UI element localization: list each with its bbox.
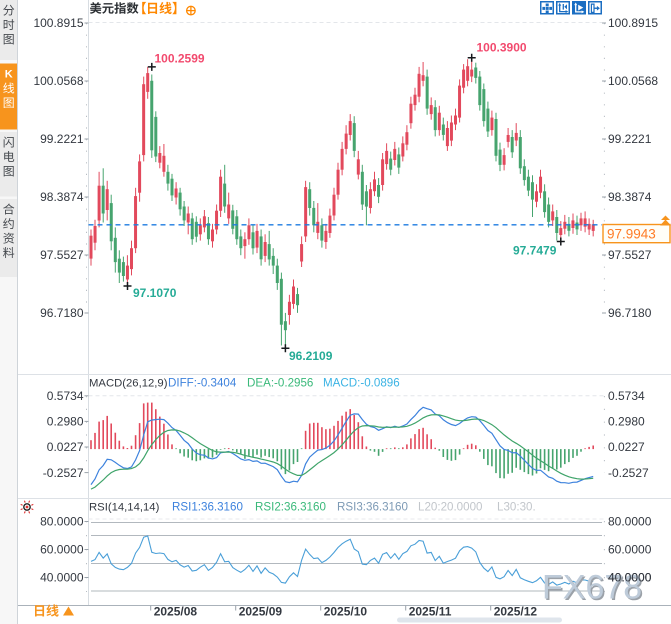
- svg-text:60.0000: 60.0000: [608, 543, 652, 557]
- svg-text:97.5527: 97.5527: [40, 248, 84, 262]
- svg-text:0.2980: 0.2980: [608, 415, 645, 429]
- svg-text:100.2599: 100.2599: [155, 51, 205, 65]
- svg-text:97.7479: 97.7479: [513, 244, 557, 258]
- svg-text:L30:30.: L30:30.: [497, 501, 536, 514]
- svg-text:FX678: FX678: [544, 570, 644, 608]
- svg-text:60.0000: 60.0000: [40, 543, 84, 557]
- svg-text:2025/09: 2025/09: [239, 605, 283, 619]
- svg-text:2025/10: 2025/10: [324, 605, 368, 619]
- svg-text:80.0000: 80.0000: [40, 515, 84, 529]
- svg-text:2025/11: 2025/11: [409, 605, 452, 619]
- svg-text:80.0000: 80.0000: [608, 515, 652, 529]
- svg-text:96.7180: 96.7180: [608, 306, 652, 320]
- svg-text:100.8915: 100.8915: [608, 16, 658, 30]
- svg-text:97.5527: 97.5527: [608, 248, 652, 262]
- svg-text:2025/12: 2025/12: [494, 605, 538, 619]
- svg-text:L20:20.0000: L20:20.0000: [418, 501, 482, 514]
- svg-text:40.0000: 40.0000: [608, 571, 652, 585]
- svg-text:K: K: [5, 68, 13, 80]
- svg-text:DEA:-0.2956: DEA:-0.2956: [247, 377, 313, 390]
- svg-text:0.5734: 0.5734: [608, 389, 645, 403]
- svg-text:97.1070: 97.1070: [133, 286, 177, 300]
- svg-text:RSI3:36.3160: RSI3:36.3160: [337, 501, 408, 514]
- svg-text:100.3900: 100.3900: [477, 41, 527, 55]
- svg-text:RSI(14,14,14): RSI(14,14,14): [89, 502, 160, 514]
- svg-text:98.3874: 98.3874: [40, 190, 84, 204]
- svg-text:40.0000: 40.0000: [608, 571, 652, 585]
- svg-text:96.2109: 96.2109: [289, 349, 333, 363]
- svg-text:98.3874: 98.3874: [608, 190, 652, 204]
- svg-text:MACD(26,12,9): MACD(26,12,9): [89, 378, 168, 390]
- svg-text:MACD:-0.0896: MACD:-0.0896: [323, 377, 400, 390]
- svg-text:2025/08: 2025/08: [154, 605, 198, 619]
- svg-text:100.0568: 100.0568: [33, 74, 83, 88]
- svg-text:99.2221: 99.2221: [608, 132, 652, 146]
- svg-text:FX678: FX678: [542, 568, 642, 606]
- svg-text:RSI2:36.3160: RSI2:36.3160: [255, 501, 326, 514]
- svg-text:-0.2527: -0.2527: [608, 466, 649, 480]
- svg-text:100.8915: 100.8915: [33, 16, 83, 30]
- svg-text:100.0568: 100.0568: [608, 74, 658, 88]
- svg-text:0.0227: 0.0227: [608, 440, 645, 454]
- svg-text:0.2980: 0.2980: [47, 415, 84, 429]
- svg-text:99.2221: 99.2221: [40, 132, 84, 146]
- svg-text:97.9943: 97.9943: [607, 227, 656, 242]
- svg-text:RSI1:36.3160: RSI1:36.3160: [172, 501, 243, 514]
- svg-text:0.5734: 0.5734: [47, 389, 84, 403]
- svg-text:DIFF:-0.3404: DIFF:-0.3404: [168, 377, 237, 390]
- svg-text:40.0000: 40.0000: [40, 571, 84, 585]
- svg-text:0.0227: 0.0227: [47, 440, 84, 454]
- svg-text:96.7180: 96.7180: [40, 306, 84, 320]
- svg-text:-0.2527: -0.2527: [43, 466, 84, 480]
